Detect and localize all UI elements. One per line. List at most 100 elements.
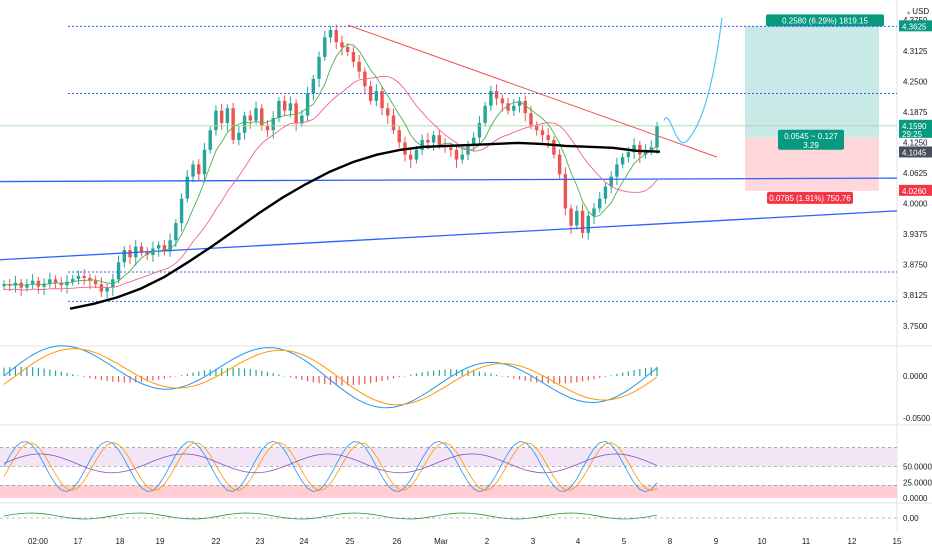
macd-histogram-bar [169, 376, 171, 378]
macd-histogram-bar [450, 369, 452, 376]
candle-body [288, 103, 293, 111]
macd-histogram-bar [129, 376, 131, 383]
candle-body [340, 42, 344, 48]
macd-histogram-bar [54, 370, 57, 376]
candle-body [351, 52, 356, 62]
resistance-line [347, 24, 718, 158]
price-tick-label: 4.1250 [903, 138, 928, 147]
time-tick-label: 9 [714, 537, 719, 546]
macd-histogram-bar [26, 366, 28, 376]
macd-histogram-bar [341, 376, 343, 386]
candle-body [483, 105, 487, 123]
macd-histogram-bar [198, 371, 200, 376]
macd-histogram-bar [318, 376, 320, 384]
candle-body [649, 147, 653, 150]
mid-label-line2: 3.29 [803, 141, 819, 150]
candle-body [162, 245, 167, 252]
candle-body [197, 164, 201, 175]
time-tick-label: 3 [531, 537, 536, 546]
candle-body [552, 140, 556, 155]
candle-body [626, 152, 631, 158]
candle-body [71, 278, 75, 282]
price-tick-label: 3.7500 [903, 322, 928, 331]
candle-body [282, 100, 287, 111]
macd-histogram-bar [524, 376, 526, 381]
target-label-bg [766, 14, 884, 27]
candle-body [500, 98, 505, 104]
time-tick-label: 15 [893, 537, 902, 546]
time-tick-label: 11 [802, 537, 811, 546]
mid-label-bg [778, 129, 844, 150]
candle-body [426, 140, 430, 143]
macd-histogram-bar [221, 368, 223, 376]
macd-histogram-bar [77, 375, 80, 377]
price-tick-label: 3.9375 [903, 230, 928, 239]
macd-histogram-bar [564, 376, 566, 384]
macd-histogram-bar [123, 376, 125, 383]
macd-histogram-bar [622, 372, 624, 376]
macd-histogram-bar [249, 369, 251, 376]
candle-body [311, 78, 316, 94]
candle-body [271, 118, 275, 131]
macd-histogram-bar [518, 376, 521, 380]
macd-histogram-bar [656, 366, 658, 376]
macd-histogram-bar [490, 373, 492, 376]
time-tick-label: 12 [848, 537, 857, 546]
time-tick-label: 02:00 [28, 537, 49, 546]
candle-body [305, 93, 310, 116]
candle-body [494, 91, 499, 99]
candle-body [580, 210, 585, 233]
candle-body [449, 147, 453, 150]
candle-body [105, 287, 109, 292]
macd-histogram-bar [266, 371, 269, 376]
candle-body [242, 115, 247, 133]
macd-histogram-bar [306, 376, 309, 382]
macd-histogram-bar [112, 376, 114, 382]
macd-histogram-bar [146, 376, 148, 382]
macd-histogram-bar [541, 376, 544, 384]
price-tag: 4.0260 [902, 187, 927, 196]
rising-trendline [0, 210, 898, 261]
candle-body [265, 125, 270, 131]
candle-body [294, 103, 298, 123]
price-tag-timer: 29:25 [902, 130, 923, 139]
candle-body [334, 30, 338, 43]
macd-histogram-bar [404, 375, 406, 377]
price-tick-label: 3.8125 [903, 291, 928, 300]
macd-histogram-bar [284, 375, 286, 377]
candle-body [214, 110, 218, 131]
candle-body [477, 122, 482, 138]
candle-body [82, 275, 86, 278]
price-tick-label: 4.1875 [903, 108, 928, 117]
extra-pane [0, 512, 897, 520]
price-tag-bg [899, 20, 932, 32]
time-tick-label: 10 [758, 537, 767, 546]
stop-label-bg [767, 191, 853, 204]
time-tick-label: 19 [156, 537, 165, 546]
macd-line [3, 345, 658, 409]
macd-histogram-bar [570, 376, 572, 383]
macd-histogram-bar [238, 368, 240, 376]
macd-histogram-bar [272, 373, 274, 376]
macd-histogram-bar [158, 376, 160, 380]
candle-body [598, 198, 602, 209]
macd-histogram-bar [32, 367, 34, 376]
signal-line [3, 348, 658, 406]
macd-histogram-bar [43, 368, 45, 376]
macd-histogram-bar [364, 376, 366, 385]
macd-histogram-bar [513, 376, 515, 379]
candle-body [59, 282, 63, 286]
candle-body [380, 91, 384, 109]
macd-histogram-bar [163, 376, 165, 379]
target-label: 0.2580 (6.29%) 1819.15 [782, 16, 868, 25]
time-tick-label: 5 [622, 537, 627, 546]
candle-body [277, 100, 281, 118]
time-tick-label: 22 [212, 537, 221, 546]
time-tick-label: 23 [256, 537, 265, 546]
macd-histogram-bar [627, 371, 629, 376]
candle-body [345, 47, 350, 52]
candle-body [202, 149, 207, 175]
candle-body [546, 135, 550, 140]
macd-histogram-bar [593, 376, 595, 380]
